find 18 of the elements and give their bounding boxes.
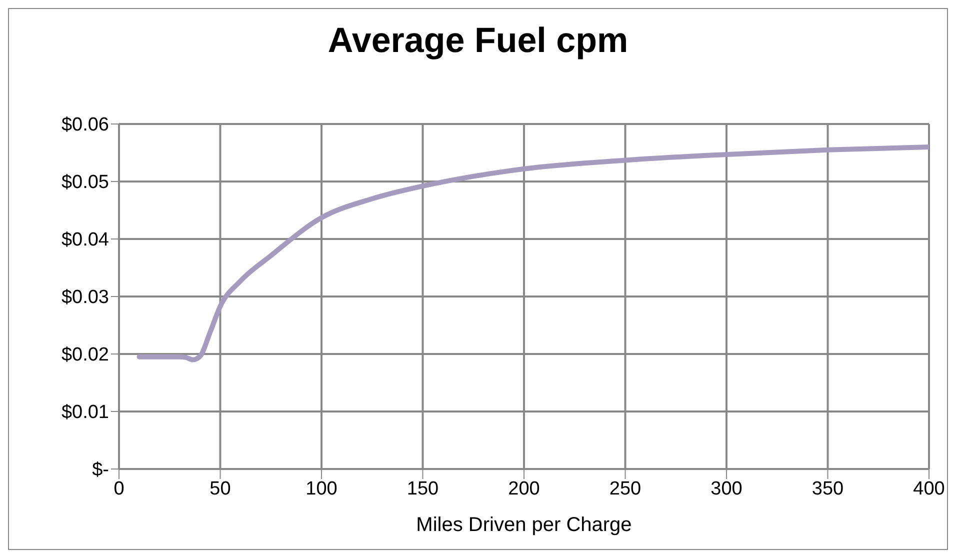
x-tick-label: 350 bbox=[812, 478, 844, 500]
y-tick-label: $0.02 bbox=[61, 344, 109, 366]
y-tick-label: $0.05 bbox=[61, 172, 109, 194]
y-tick-label: $0.04 bbox=[61, 230, 110, 251]
x-axis-title: Miles Driven per Charge bbox=[416, 514, 632, 536]
x-tick-label: 300 bbox=[710, 478, 742, 500]
y-tick-label: $0.06 bbox=[61, 114, 109, 136]
x-tick-label: 250 bbox=[609, 478, 642, 500]
x-tick-label: 150 bbox=[406, 478, 439, 500]
chart-title: Average Fuel cpm bbox=[326, 21, 630, 61]
x-tick-label: 100 bbox=[306, 478, 338, 500]
y-tick-label: $0.03 bbox=[61, 287, 109, 308]
x-tick-label: 400 bbox=[913, 478, 945, 500]
x-tick-label: 0 bbox=[114, 478, 124, 500]
x-tick-label: 200 bbox=[508, 478, 540, 500]
x-tick-label: 50 bbox=[210, 478, 231, 500]
y-tick-label: $0.01 bbox=[61, 402, 109, 424]
y-tick-label: $- bbox=[92, 460, 109, 481]
